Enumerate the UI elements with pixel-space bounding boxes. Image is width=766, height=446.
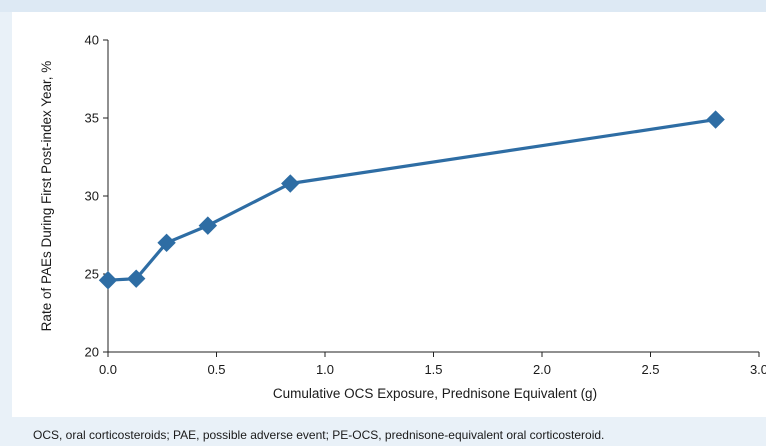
x-tick-label: 0.5 xyxy=(207,362,225,377)
y-tick-label: 40 xyxy=(85,33,99,48)
chart-panel xyxy=(12,12,766,417)
series-layer xyxy=(98,110,725,290)
data-point-marker xyxy=(281,174,300,193)
x-tick-label: 1.0 xyxy=(316,362,334,377)
data-point-marker xyxy=(157,233,176,253)
y-axis-title: Rate of PAEs During First Post-index Yea… xyxy=(39,61,54,332)
footnote: OCS, oral corticosteroids; PAE, possible… xyxy=(33,428,605,442)
x-tick-label: 0.0 xyxy=(99,362,117,377)
data-point-marker xyxy=(706,110,725,129)
x-axis-title: Cumulative OCS Exposure, Prednisone Equi… xyxy=(273,386,597,401)
x-tick-label: 3.0 xyxy=(750,362,766,377)
y-tick-label: 20 xyxy=(85,345,99,360)
x-tick-label: 2.0 xyxy=(533,362,551,377)
y-tick-label: 30 xyxy=(85,189,99,204)
data-point-marker xyxy=(98,271,118,290)
x-tick-label: 1.5 xyxy=(424,362,442,377)
x-tick-label: 2.5 xyxy=(641,362,659,377)
data-point-marker xyxy=(198,216,218,235)
top-band xyxy=(0,0,766,12)
axes: 20 25 30 35 40 0.0 0.5 1.0 1.5 2.0 2.5 3.0 xyxy=(85,33,766,378)
data-point-marker xyxy=(127,269,146,288)
y-tick-label: 35 xyxy=(85,111,99,126)
series-line xyxy=(107,118,716,282)
y-tick-label: 25 xyxy=(85,267,99,282)
